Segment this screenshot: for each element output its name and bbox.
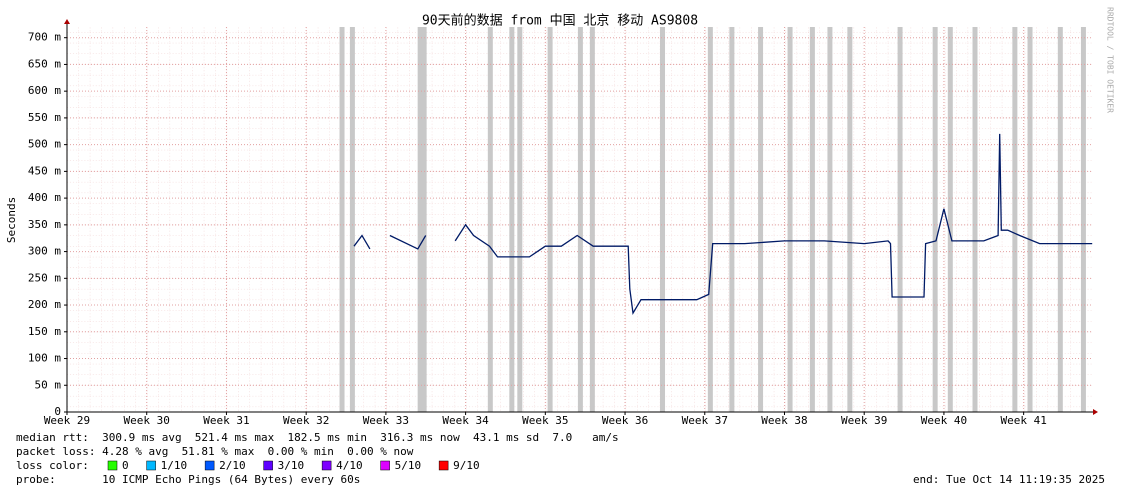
y-tick-label: 400 m xyxy=(28,191,61,204)
stats-line: packet loss: 4.28 % avg 51.81 % max 0.00… xyxy=(16,445,414,458)
loss-bar xyxy=(517,27,523,412)
legend-swatch xyxy=(107,460,118,471)
chart-title: 90天前的数据 from 中国 北京 移动 AS9808 xyxy=(422,13,698,29)
x-tick-label: Week 33 xyxy=(363,414,409,427)
loss-bar xyxy=(1057,27,1063,412)
x-tick-label: Week 37 xyxy=(682,414,728,427)
y-tick-label: 150 m xyxy=(28,325,61,338)
legend-swatch xyxy=(438,460,449,471)
legend-entry: 4/10 xyxy=(336,459,363,472)
legend-swatch xyxy=(321,460,332,471)
y-tick-label: 700 m xyxy=(28,31,61,44)
x-tick-label: Week 30 xyxy=(124,414,170,427)
y-tick-label: 0 xyxy=(54,405,61,418)
loss-bar xyxy=(589,27,595,412)
y-tick-label: 450 m xyxy=(28,164,61,177)
loss-bar xyxy=(487,27,493,412)
y-tick-label: 600 m xyxy=(28,84,61,97)
loss-bar xyxy=(417,27,423,412)
loss-bar xyxy=(809,27,815,412)
y-tick-label: 350 m xyxy=(28,218,61,231)
loss-bar xyxy=(827,27,833,412)
legend-label: loss color: xyxy=(16,459,89,472)
y-tick-label: 650 m xyxy=(28,57,61,70)
loss-bar xyxy=(787,27,793,412)
watermark: RRDTOOL / TOBI OETIKER xyxy=(1106,7,1115,113)
legend-entry: 3/10 xyxy=(278,459,305,472)
loss-bar xyxy=(1027,27,1033,412)
x-tick-label: Week 29 xyxy=(44,414,90,427)
loss-bar xyxy=(847,27,853,412)
x-tick-label: Week 34 xyxy=(442,414,489,427)
y-axis-label: Seconds xyxy=(5,197,18,243)
loss-bar xyxy=(897,27,903,412)
loss-bar xyxy=(729,27,735,412)
x-tick-label: Week 32 xyxy=(283,414,329,427)
x-tick-label: Week 40 xyxy=(921,414,967,427)
legend-swatch xyxy=(204,460,215,471)
loss-bar xyxy=(707,27,713,412)
y-tick-label: 500 m xyxy=(28,138,61,151)
loss-bar xyxy=(421,27,427,412)
legend-swatch xyxy=(263,460,273,471)
axis-arrow xyxy=(64,19,70,24)
y-tick-label: 250 m xyxy=(28,271,61,284)
loss-bar xyxy=(349,27,355,412)
loss-bar xyxy=(972,27,978,412)
loss-bar xyxy=(660,27,666,412)
end-time: end: Tue Oct 14 11:19:35 2025 xyxy=(913,473,1105,486)
y-tick-label: 300 m xyxy=(28,245,61,258)
loss-bar xyxy=(1012,27,1018,412)
x-tick-label: Week 39 xyxy=(841,414,887,427)
y-tick-label: 50 m xyxy=(35,378,62,391)
legend-entry: 5/10 xyxy=(395,459,422,472)
x-tick-label: Week 31 xyxy=(203,414,249,427)
loss-bar xyxy=(1080,27,1086,412)
y-tick-label: 100 m xyxy=(28,352,61,365)
probe: probe: 10 ICMP Echo Pings (64 Bytes) eve… xyxy=(16,473,360,486)
legend-swatch xyxy=(380,460,390,471)
stats-line: median rtt: 300.9 ms avg 521.4 ms max 18… xyxy=(16,431,619,444)
legend-entry: 2/10 xyxy=(219,459,246,472)
loss-bar xyxy=(947,27,953,412)
loss-bar xyxy=(339,27,345,412)
legend-entry: 0 xyxy=(122,459,129,472)
rtt-line xyxy=(353,133,1093,316)
legend-entry: 1/10 xyxy=(161,459,188,472)
loss-bar xyxy=(509,27,515,412)
loss-bar xyxy=(932,27,938,412)
loss-bar xyxy=(577,27,583,412)
y-tick-label: 200 m xyxy=(28,298,61,311)
x-tick-label: Week 41 xyxy=(1000,414,1046,427)
loss-bar xyxy=(758,27,764,412)
x-tick-label: Week 38 xyxy=(761,414,807,427)
x-tick-label: Week 35 xyxy=(522,414,568,427)
legend-swatch xyxy=(146,460,156,471)
axis-arrow xyxy=(1093,409,1098,415)
x-tick-label: Week 36 xyxy=(602,414,648,427)
y-tick-label: 550 m xyxy=(28,111,61,124)
loss-bar xyxy=(547,27,553,412)
legend-entry: 9/10 xyxy=(453,459,480,472)
